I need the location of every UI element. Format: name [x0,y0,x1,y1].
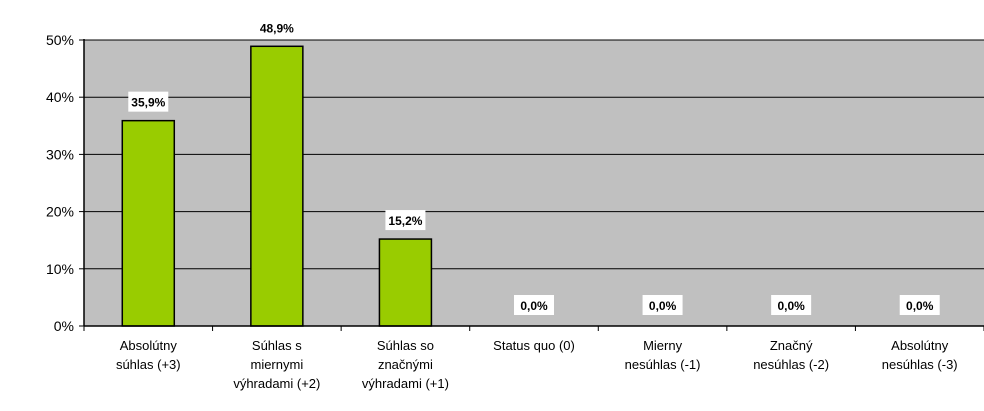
data-label-text: 0,0% [520,299,548,313]
x-category-label: Status quo (0) [493,338,575,353]
data-label-box [256,17,297,38]
data-label-text: 0,0% [649,299,677,313]
y-tick-label: 10% [46,261,74,277]
data-label-4: 0,0% [642,295,683,315]
data-label-text: 0,0% [777,299,805,313]
x-category-label: Absolútny nesúhlas (-3) [882,338,958,372]
data-label-box [514,295,554,315]
x-category-label: Značný nesúhlas (-2) [753,338,829,372]
data-labels: 35,9% 48,9% 15,2% 0,0% 0,0% 0,0% 0,0% [128,17,940,315]
y-tick-label: 50% [46,32,74,48]
data-label-1: 48,9% [256,17,297,38]
bars [121,45,433,327]
x-category-label: Mierny nesúhlas (-1) [625,338,701,372]
plot-background [84,40,984,326]
y-tick-label: 40% [46,89,74,105]
bar-0 [121,119,176,327]
data-label-box [771,295,812,315]
x-axis-ticks: Absolútny súhlas (+3) Súhlas s miernymi výhr… [83,326,984,391]
data-label-box [128,91,169,112]
axes [83,39,984,327]
gridlines [84,39,984,270]
data-label-3: 0,0% [514,295,554,315]
x-category-label: Absolútny súhlas (+3) [116,338,181,372]
data-label-6: 0,0% [899,295,940,315]
x-category-label: Súhlas s miernymi výhradami (+2) [233,338,320,391]
data-label-text: 35,9% [131,96,165,110]
data-label-box [385,210,426,231]
data-label-box [899,295,940,315]
data-label-text: 48,9% [260,21,294,35]
bar-2 [378,238,433,327]
data-label-text: 15,2% [388,214,422,228]
plot-area [84,40,984,326]
data-label-box [642,295,683,315]
y-axis-ticks: 0% 10% 20% 30% 40% 50% [46,32,84,334]
y-tick-label: 0% [54,318,74,334]
data-label-5: 0,0% [771,295,812,315]
data-label-0: 35,9% [128,91,169,112]
bar-1 [250,45,304,327]
data-label-2: 15,2% [385,210,426,231]
x-category-label: Súhlas so značnými výhradami (+1) [362,338,449,391]
y-tick-label: 20% [46,204,74,220]
data-label-text: 0,0% [906,299,934,313]
y-tick-label: 30% [46,146,74,162]
